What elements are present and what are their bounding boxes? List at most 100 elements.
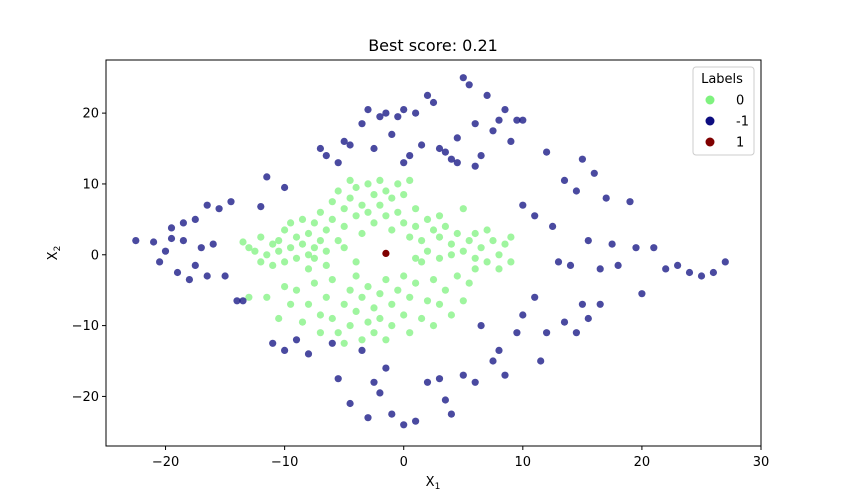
data-point-label-0 <box>400 219 408 227</box>
data-point-label-0 <box>441 222 449 230</box>
data-point-label-neg1 <box>382 364 390 372</box>
data-point-label-neg1 <box>626 198 634 206</box>
data-point-label-0 <box>483 258 491 266</box>
x-axis-title: X1 <box>426 475 441 492</box>
data-point-label-neg1 <box>453 134 461 142</box>
data-point-label-0 <box>507 233 515 241</box>
data-point-label-neg1 <box>179 237 187 245</box>
data-point-label-neg1 <box>388 130 396 138</box>
data-point-label-0 <box>412 279 420 287</box>
data-point-label-0 <box>364 283 372 291</box>
data-point-label-neg1 <box>435 375 444 383</box>
data-point-label-neg1 <box>376 389 384 397</box>
data-point-label-neg1 <box>578 155 587 163</box>
data-point-label-neg1 <box>477 152 485 160</box>
data-point-label-neg1 <box>531 293 539 301</box>
data-point-label-neg1 <box>334 159 342 167</box>
data-point-label-neg1 <box>340 137 348 145</box>
data-point-label-0 <box>298 318 307 326</box>
data-point-label-0 <box>269 240 277 248</box>
data-point-label-0 <box>370 304 378 312</box>
data-point-label-0 <box>423 215 432 223</box>
y-tick-label: 20 <box>82 107 99 122</box>
data-point-label-neg1 <box>483 91 491 99</box>
data-point-label-neg1 <box>400 106 408 114</box>
data-point-label-neg1 <box>697 272 706 280</box>
data-point-label-0 <box>471 254 479 262</box>
data-point-label-0 <box>459 247 467 255</box>
data-point-label-neg1 <box>519 311 527 319</box>
data-point-label-0 <box>376 176 384 184</box>
y-tick-label: −20 <box>72 390 99 405</box>
data-point-label-0 <box>376 290 384 298</box>
data-point-label-neg1 <box>292 336 301 344</box>
legend-box <box>692 66 755 156</box>
data-point-label-0 <box>251 247 259 255</box>
data-point-label-0 <box>394 286 402 294</box>
data-point-label-neg1 <box>495 346 503 354</box>
data-point-label-neg1 <box>590 169 598 177</box>
data-point-label-0 <box>352 307 360 315</box>
data-point-label-0 <box>376 314 384 323</box>
data-point-label-neg1 <box>167 234 176 243</box>
data-point-label-neg1 <box>471 378 479 386</box>
data-point-label-0 <box>435 212 444 220</box>
data-point-label-neg1 <box>215 205 223 213</box>
data-point-label-neg1 <box>203 272 211 280</box>
x-axis-ticks: −20 −10 0 10 20 30 <box>152 446 769 470</box>
data-point-label-neg1 <box>608 240 616 248</box>
data-point-label-0 <box>263 293 271 301</box>
x-tick-label: 20 <box>634 455 651 470</box>
data-point-label-neg1 <box>388 410 396 418</box>
data-point-label-neg1 <box>394 113 402 121</box>
data-point-label-0 <box>418 258 426 266</box>
data-point-label-neg1 <box>519 201 527 209</box>
data-point-label-neg1 <box>328 339 336 347</box>
data-point-label-0 <box>501 240 509 248</box>
data-point-label-neg1 <box>346 141 354 149</box>
data-point-label-1 <box>382 249 390 257</box>
data-point-label-0 <box>370 329 378 337</box>
data-point-label-0 <box>388 194 396 202</box>
data-point-label-neg1 <box>566 261 575 269</box>
data-point-label-neg1 <box>191 215 199 223</box>
data-point-label-neg1 <box>429 98 438 107</box>
data-point-label-neg1 <box>364 414 372 422</box>
data-point-label-0 <box>429 276 438 284</box>
data-point-label-0 <box>471 265 479 273</box>
data-point-label-0 <box>376 201 384 209</box>
data-point-label-0 <box>287 244 295 252</box>
data-point-label-0 <box>340 300 348 308</box>
data-point-label-0 <box>453 272 461 280</box>
y-axis-title: X2 <box>46 246 63 261</box>
data-point-label-neg1 <box>578 300 587 308</box>
legend-marker <box>705 116 715 126</box>
data-point-label-neg1 <box>435 144 444 153</box>
data-point-label-0 <box>382 276 390 284</box>
legend-label: 1 <box>736 136 744 151</box>
data-point-label-0 <box>322 226 330 234</box>
data-point-label-0 <box>346 322 354 330</box>
data-point-label-0 <box>304 251 313 259</box>
x-tick-label: 30 <box>753 455 770 470</box>
data-point-label-neg1 <box>602 194 610 202</box>
data-point-label-0 <box>340 244 348 252</box>
data-point-label-0 <box>483 226 491 234</box>
data-point-label-neg1 <box>614 261 622 269</box>
data-point-label-0 <box>340 222 348 230</box>
data-point-label-neg1 <box>441 148 449 156</box>
data-point-label-neg1 <box>263 173 271 181</box>
data-point-label-neg1 <box>382 109 390 117</box>
data-point-label-0 <box>358 336 366 344</box>
data-point-label-0 <box>388 300 396 308</box>
data-point-label-neg1 <box>197 244 205 252</box>
data-point-label-0 <box>281 258 289 266</box>
data-point-label-0 <box>423 247 432 255</box>
data-point-label-neg1 <box>572 329 581 337</box>
data-point-label-neg1 <box>209 240 217 248</box>
data-point-label-0 <box>334 237 342 245</box>
data-point-label-0 <box>406 176 414 184</box>
data-point-label-neg1 <box>191 261 199 269</box>
legend-entries: 0 -1 1 <box>705 94 749 151</box>
data-point-label-0 <box>310 254 318 262</box>
